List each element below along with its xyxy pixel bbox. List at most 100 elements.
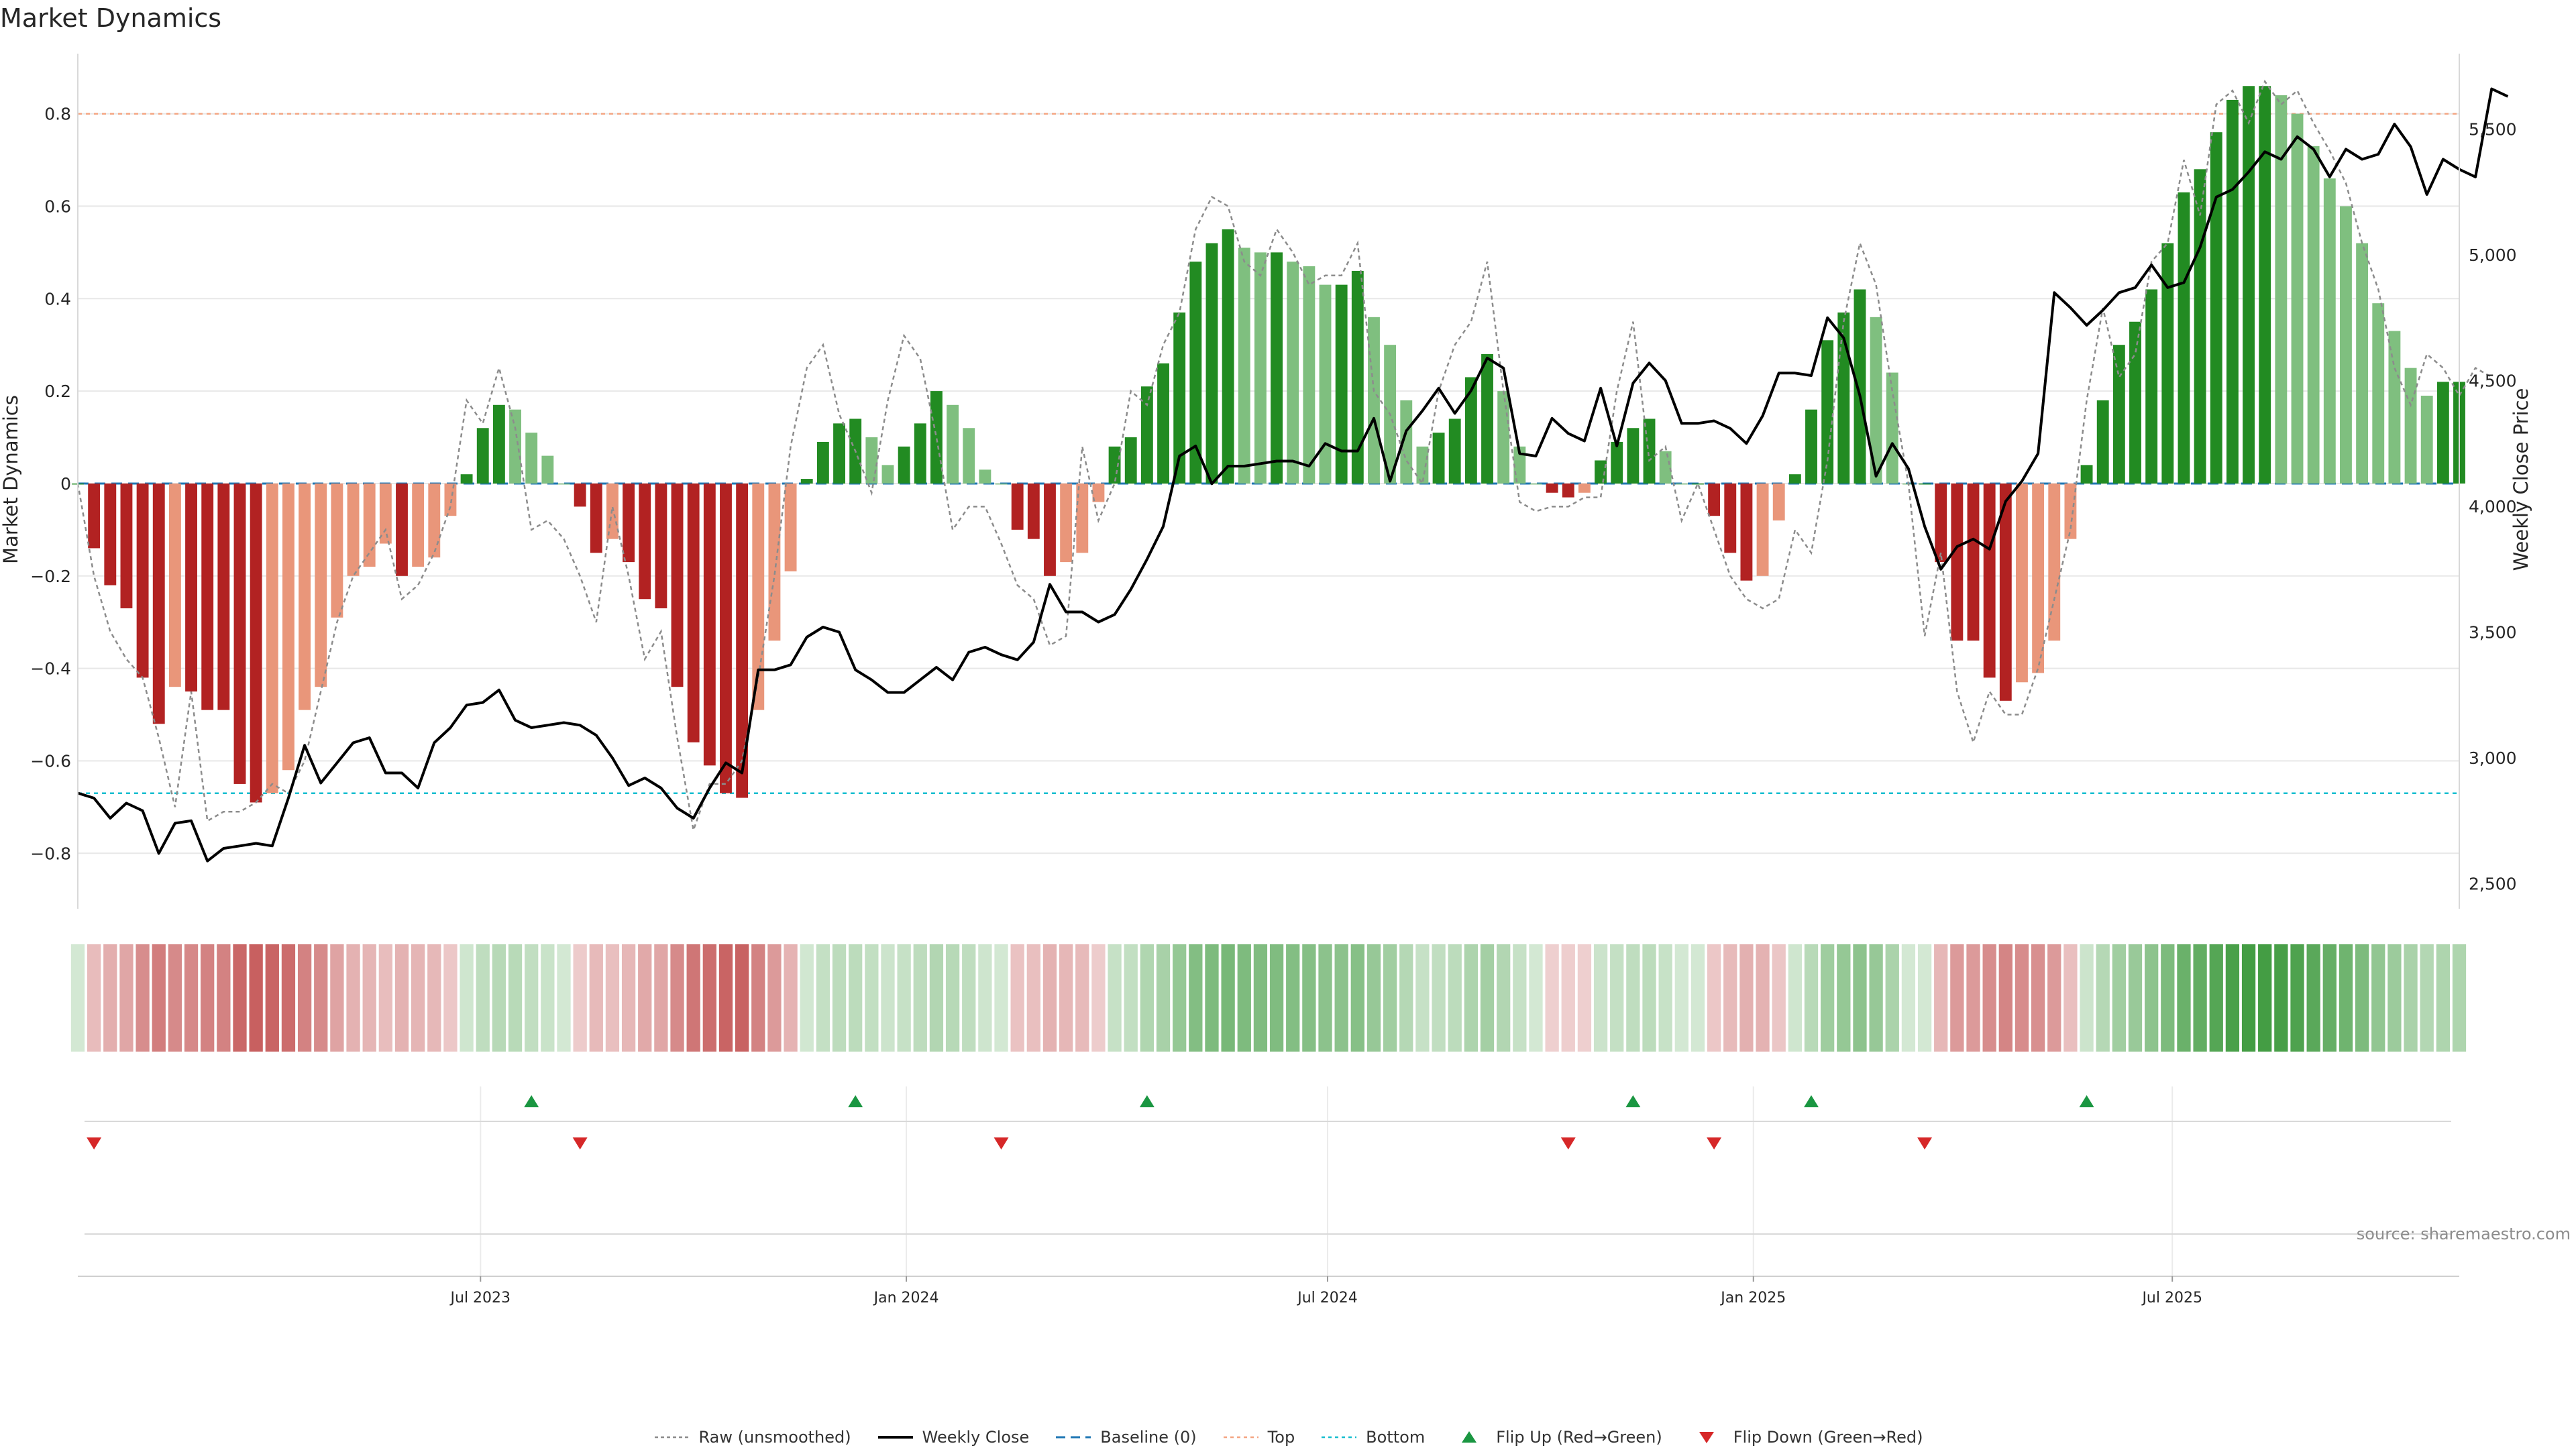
bar [2388,331,2401,484]
heat-cell [1917,944,1932,1052]
y2-axis-label: Weekly Close Price [2510,388,2532,571]
heat-cell [443,944,458,1052]
heat-cell [2047,944,2061,1052]
heat-cell [2322,944,2337,1052]
heat-cell [330,944,344,1052]
reference-lines [78,113,2459,794]
bar [816,441,829,484]
legend-item-flip_up: Flip Up (Red→Green) [1450,1428,1662,1447]
heat-cell [1189,944,1203,1052]
legend-item-flip_down: Flip Down (Green→Red) [1688,1428,1923,1447]
bar [1011,483,1024,530]
heat-cell [718,944,733,1052]
heat-cell [1156,944,1171,1052]
bar [2436,382,2449,484]
bar [833,423,845,484]
heat-cell [2339,944,2353,1052]
heat-cell [654,944,668,1052]
bar [1595,460,1607,484]
bar [1303,266,1316,484]
heat-cell [1674,944,1688,1052]
bar [1659,451,1672,484]
flip-down-marker [87,1137,102,1150]
bar [1772,483,1785,521]
heat-cell [184,944,199,1052]
heat-cell [1723,944,1737,1052]
heat-cell [929,944,944,1052]
bar [898,446,910,484]
y2-tick-label: 4,500 [2469,372,2517,391]
heat-cell [427,944,441,1052]
heat-cell [1237,944,1251,1052]
bar [1740,483,1753,581]
bar [1546,483,1558,493]
heat-cell [1739,944,1754,1052]
bar [2259,86,2271,484]
heat-cell [2063,944,2078,1052]
bar [1562,483,1574,498]
y2-tick-label: 3,000 [2469,748,2517,768]
heat-cell [686,944,700,1052]
heat-cell [1497,944,1511,1052]
heat-cell [1885,944,1899,1052]
bar [881,465,894,484]
heat-cell [119,944,133,1052]
bar [1189,262,1202,484]
price-series [77,87,2509,862]
heat-cell [2241,944,2256,1052]
heat-cell [2371,944,2385,1052]
heat-cell [2193,944,2207,1052]
heat-cell [1658,944,1672,1052]
bar [590,483,602,553]
bar [1788,474,1801,484]
heat-cell [557,944,571,1052]
y-tick-label: −0.4 [30,659,71,679]
bar [152,483,165,724]
y-tick-label: 0.2 [44,382,71,401]
heat-cell [2209,944,2223,1052]
bar [1076,483,1089,553]
y-tick-label: 0 [60,474,71,494]
heat-cell [1869,944,1883,1052]
bar [1708,483,1721,516]
heat-cell [1756,944,1770,1052]
y-tick-label: −0.6 [30,751,71,771]
heat-cell [1934,944,1948,1052]
bar [1935,483,1947,563]
bar [2048,483,2061,641]
legend-item-raw: Raw (unsmoothed) [653,1428,851,1447]
heat-cell [1205,944,1219,1052]
bar [557,483,570,485]
flip-up-marker [1804,1095,1819,1107]
bar [185,483,197,692]
heat-cell [1561,944,1575,1052]
heat-cell [1010,944,1024,1052]
bar [1497,391,1510,484]
heat-cell [1173,944,1187,1052]
heat-cell [1480,944,1495,1052]
flip-up-marker [1139,1095,1155,1107]
flip-down-marker [1560,1137,1576,1150]
heat-cell [460,944,474,1052]
bar [800,479,813,484]
legend: Raw (unsmoothed) Weekly Close Baseline (0)… [0,1420,2576,1454]
heat-cell [816,944,830,1052]
x-tick-label: Jul 2023 [449,1290,511,1306]
bar [1319,284,1332,484]
heat-cell [492,944,506,1052]
bar [1724,483,1737,553]
bars [72,86,2465,803]
bar [2291,113,2304,484]
bar [1416,446,1429,484]
heat-cell [297,944,312,1052]
heat-cell [638,944,652,1052]
bar [201,483,214,710]
bar [1951,483,1964,641]
heat-cell [394,944,409,1052]
heat-cell [589,944,603,1052]
bar [947,404,959,484]
heat-cell [767,944,782,1052]
bar [1837,312,1850,484]
y2-tick-label: 5,500 [2469,120,2517,139]
bar [1108,446,1121,484]
